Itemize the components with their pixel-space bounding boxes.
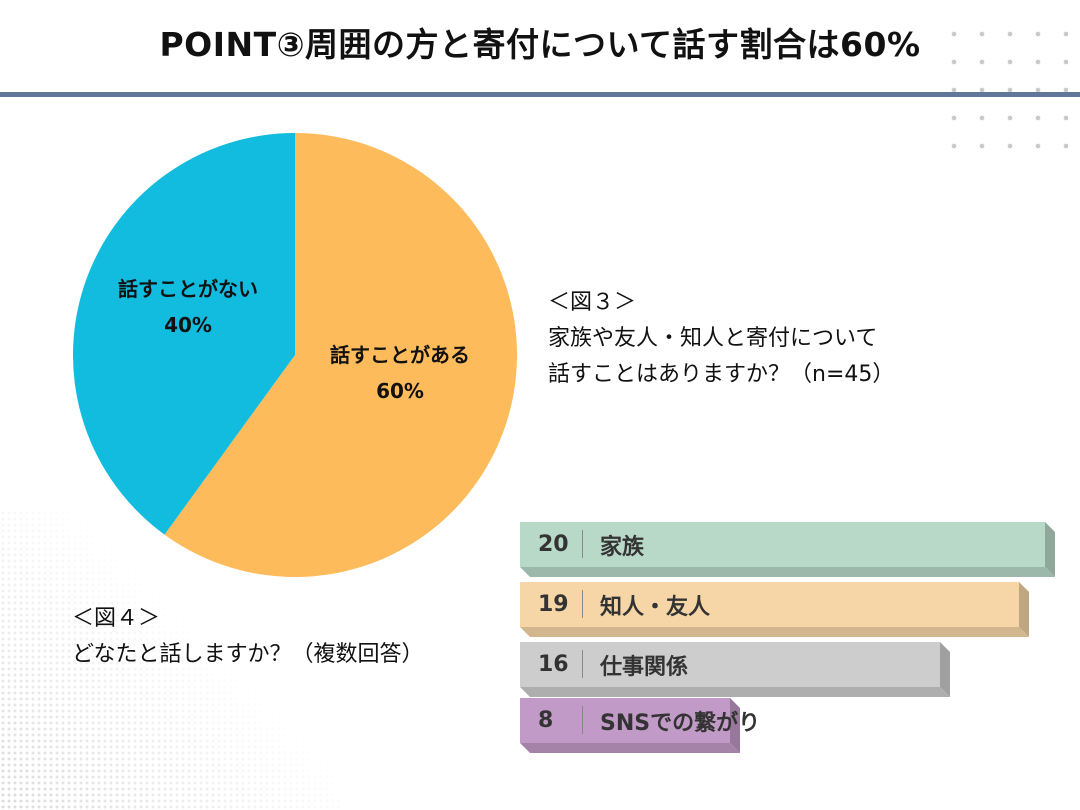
bar-bottom [520,687,950,697]
figure3-caption: ＜図３＞ 家族や友人・知人と寄付について 話すことはありますか？（n=45） [548,285,894,393]
figure3-caption-line: 家族や友人・知人と寄付について [548,326,878,351]
bar-separator [582,650,583,678]
bar-side [1019,582,1029,637]
bar-separator [582,590,583,618]
pie-label-yes: 話すことがある 60% [300,337,500,409]
bar-side [1045,522,1055,577]
bar-category-label: SNSでの繋がり [600,711,761,736]
pie-chart [73,133,518,577]
bar-value-label: 8 [538,708,554,733]
pie-label-no: 話すことがない 40% [88,271,288,343]
bar-face [520,642,940,687]
bar-category-label: 仕事関係 [600,655,689,680]
bar-value-label: 19 [538,592,569,617]
bar-category-label: 知人・友人 [600,595,711,620]
figure3-caption-line: ＜図３＞ [548,290,637,315]
figure4-caption-line: ＜図４＞ [72,606,161,631]
bar-face [520,522,1045,567]
bar-side [940,642,950,697]
figure3-caption-line: 話すことはありますか？（n=45） [548,362,895,387]
figure4-caption-line: どなたと話しますか？（複数回答） [72,642,424,667]
bar-category-label: 家族 [600,535,645,560]
bar-bottom [520,567,1055,577]
bar-face [520,582,1019,627]
figure4-caption: ＜図４＞ どなたと話しますか？（複数回答） [72,601,424,673]
page-title: POINT③周囲の方と寄付について話す割合は60% [159,25,921,64]
bar-value-label: 20 [538,532,569,557]
title-divider [0,92,1080,97]
bar-separator [582,530,583,558]
pie-slice-yes [164,133,518,577]
pie-label-yes-value: 60% [376,379,424,403]
bar-value-label: 16 [538,652,569,677]
pie-slice-no [73,133,296,535]
pie-label-no-value: 40% [164,313,212,337]
pie-label-no-text: 話すことがない [118,277,258,301]
pie-label-yes-text: 話すことがある [330,343,470,367]
bar-face [520,698,730,743]
bar-side [730,698,740,753]
bar-separator [582,706,583,734]
bar-bottom [520,743,740,753]
bar-bottom [520,627,1029,637]
